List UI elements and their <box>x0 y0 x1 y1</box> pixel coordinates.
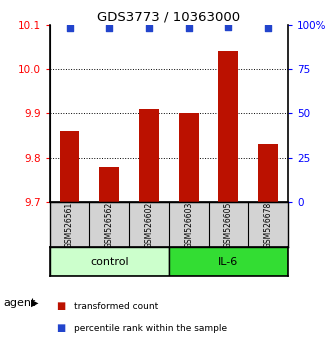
Text: ■: ■ <box>56 301 66 311</box>
Text: agent: agent <box>3 298 36 308</box>
Text: GSM526605: GSM526605 <box>224 201 233 248</box>
Text: ■: ■ <box>56 323 66 333</box>
Bar <box>50 247 169 276</box>
Text: GSM526602: GSM526602 <box>144 201 154 248</box>
Text: percentile rank within the sample: percentile rank within the sample <box>74 324 228 333</box>
Point <box>226 24 231 29</box>
Point <box>186 25 191 31</box>
Point <box>67 25 72 31</box>
Bar <box>139 109 159 202</box>
Text: control: control <box>90 257 128 267</box>
Text: GSM526561: GSM526561 <box>65 201 74 248</box>
Text: GSM526678: GSM526678 <box>263 201 273 248</box>
Text: transformed count: transformed count <box>74 302 159 311</box>
Text: GSM526562: GSM526562 <box>105 201 114 248</box>
Text: IL-6: IL-6 <box>218 257 239 267</box>
Bar <box>218 51 238 202</box>
Text: ▶: ▶ <box>31 298 39 308</box>
Point <box>146 25 152 31</box>
Bar <box>179 113 199 202</box>
Point <box>107 25 112 31</box>
Text: GSM526603: GSM526603 <box>184 201 193 248</box>
Bar <box>99 167 119 202</box>
Bar <box>169 247 288 276</box>
Bar <box>258 144 278 202</box>
Point <box>265 25 271 31</box>
Title: GDS3773 / 10363000: GDS3773 / 10363000 <box>97 11 240 24</box>
Bar <box>60 131 79 202</box>
